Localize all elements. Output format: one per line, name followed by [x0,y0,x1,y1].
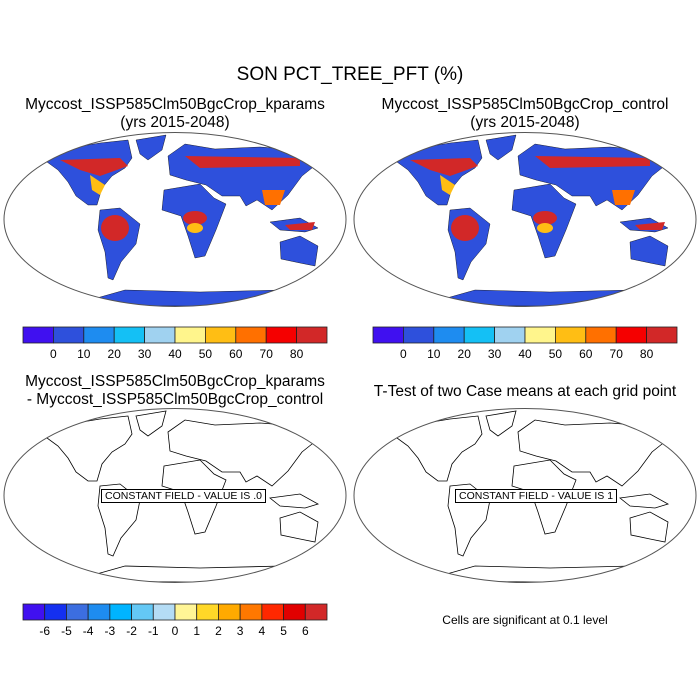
colorbar-tick-label: -5 [61,624,72,638]
colorbar-tick-label: 2 [215,624,222,638]
colorbar-box [204,326,237,344]
colorbar-tick-label: 80 [290,347,304,361]
colorbar-tick-label: -4 [83,624,94,638]
colorbar-box [131,603,154,621]
colorbar-tick-label: -6 [39,624,50,638]
colorbar-box [144,326,176,344]
colorbar-tick-label: 60 [579,347,593,361]
panel4-title: T-Test of two Case means at each grid po… [373,383,677,400]
colorbar-panel-1: 0 10 20 30 40 50 60 70 80 [22,326,328,361]
colorbar-box [113,326,145,344]
colorbar-box [494,326,526,344]
panel1-title: Myccost_ISSP585Clm50BgcCrop_kparams (yrs… [0,96,350,132]
colorbar-tick-label: 5 [280,624,287,638]
colorbar-box [372,326,404,344]
map-border [353,132,697,307]
colorbar-tick-label: 70 [260,347,274,361]
colorbar-box [235,326,267,344]
colorbar-tick-label: 1 [193,624,200,638]
constant-field-label-diff: CONSTANT FIELD - VALUE IS .0 [101,489,266,503]
colorbar-tick-label: 0 [50,347,57,361]
map-panel-2 [353,132,697,307]
colorbar-box [174,603,198,621]
colorbar-box [463,326,496,344]
colorbar-box [585,326,617,344]
map-panel-4 [353,408,697,583]
colorbar-box [87,603,111,621]
colorbar-tick-label: 50 [549,347,563,361]
colorbar-box [109,603,132,621]
panel2-title-line2: (yrs 2015-2048) [470,114,580,131]
colorbar-box [174,326,206,344]
colorbar-tick-label: 40 [518,347,532,361]
colorbar-box [296,326,328,344]
colorbar-tick-label: 10 [77,347,91,361]
colorbar-tick-label: 40 [168,347,182,361]
colorbar-tick-label: -1 [148,624,159,638]
significance-note: Cells are significant at 0.1 level [442,613,608,627]
colorbar-box [304,603,328,621]
panel1-title-line2: (yrs 2015-2048) [120,114,230,131]
colorbar-tick-label: 0 [400,347,407,361]
colorbar-tick-label: 50 [199,347,213,361]
colorbar-box [196,603,219,621]
colorbar-tick-label: 0 [172,624,179,638]
colorbar-box [22,603,46,621]
colorbar-panel-2: 0 10 20 30 40 50 60 70 80 [372,326,678,361]
panel2-title-line1: Myccost_ISSP585Clm50BgcCrop_control [381,96,669,113]
colorbar-box [152,603,176,621]
colorbar-box [646,326,678,344]
panel3-title: Myccost_ISSP585Clm50BgcCrop_kparams - My… [0,373,350,409]
panel3-title-line1: Myccost_ISSP585Clm50BgcCrop_kparams [25,373,325,390]
map-panel-3 [3,408,347,583]
colorbar-tick-label: -3 [105,624,116,638]
colorbar-panel-3: -6 -5 -4 -3 -2 -1 0 1 2 3 4 5 6 [22,603,328,638]
panel2-title: Myccost_ISSP585Clm50BgcCrop_control (yrs… [350,96,700,132]
colorbar-tick-label: 60 [229,347,243,361]
colorbar-tick-label: 80 [640,347,654,361]
main-title: SON PCT_TREE_PFT (%) [236,64,464,85]
colorbar-box [239,603,263,621]
colorbar-box [261,603,284,621]
map-border [3,408,347,583]
colorbar-box [615,326,648,344]
colorbar-tick-label: 4 [259,624,266,638]
panel1-title-line1: Myccost_ISSP585Clm50BgcCrop_kparams [25,96,325,113]
colorbar-tick-label: 30 [138,347,152,361]
colorbar-tick-label: 70 [610,347,624,361]
colorbar-tick-label: 30 [488,347,502,361]
colorbar-box [524,326,556,344]
colorbar-tick-label: 20 [458,347,472,361]
colorbar-box [265,326,298,344]
colorbar-box [66,603,89,621]
constant-field-label-ttest: CONSTANT FIELD - VALUE IS 1 [455,489,618,503]
colorbar-box [555,326,587,344]
colorbar-box [218,603,241,621]
colorbar-tick-label: -2 [126,624,137,638]
map-border [3,132,347,307]
colorbar-tick-label: 3 [237,624,244,638]
map-border [353,408,697,583]
map-panel-1 [3,132,347,307]
colorbar-box [22,326,54,344]
colorbar-tick-label: 6 [302,624,309,638]
colorbar-box [44,603,67,621]
colorbar-box [83,326,115,344]
colorbar-box [283,603,306,621]
panel3-title-line2: - Myccost_ISSP585Clm50BgcCrop_control [26,391,324,408]
colorbar-tick-label: 10 [427,347,441,361]
colorbar-box [433,326,465,344]
colorbar-box [402,326,435,344]
colorbar-box [53,326,85,344]
colorbar-tick-label: 20 [108,347,122,361]
